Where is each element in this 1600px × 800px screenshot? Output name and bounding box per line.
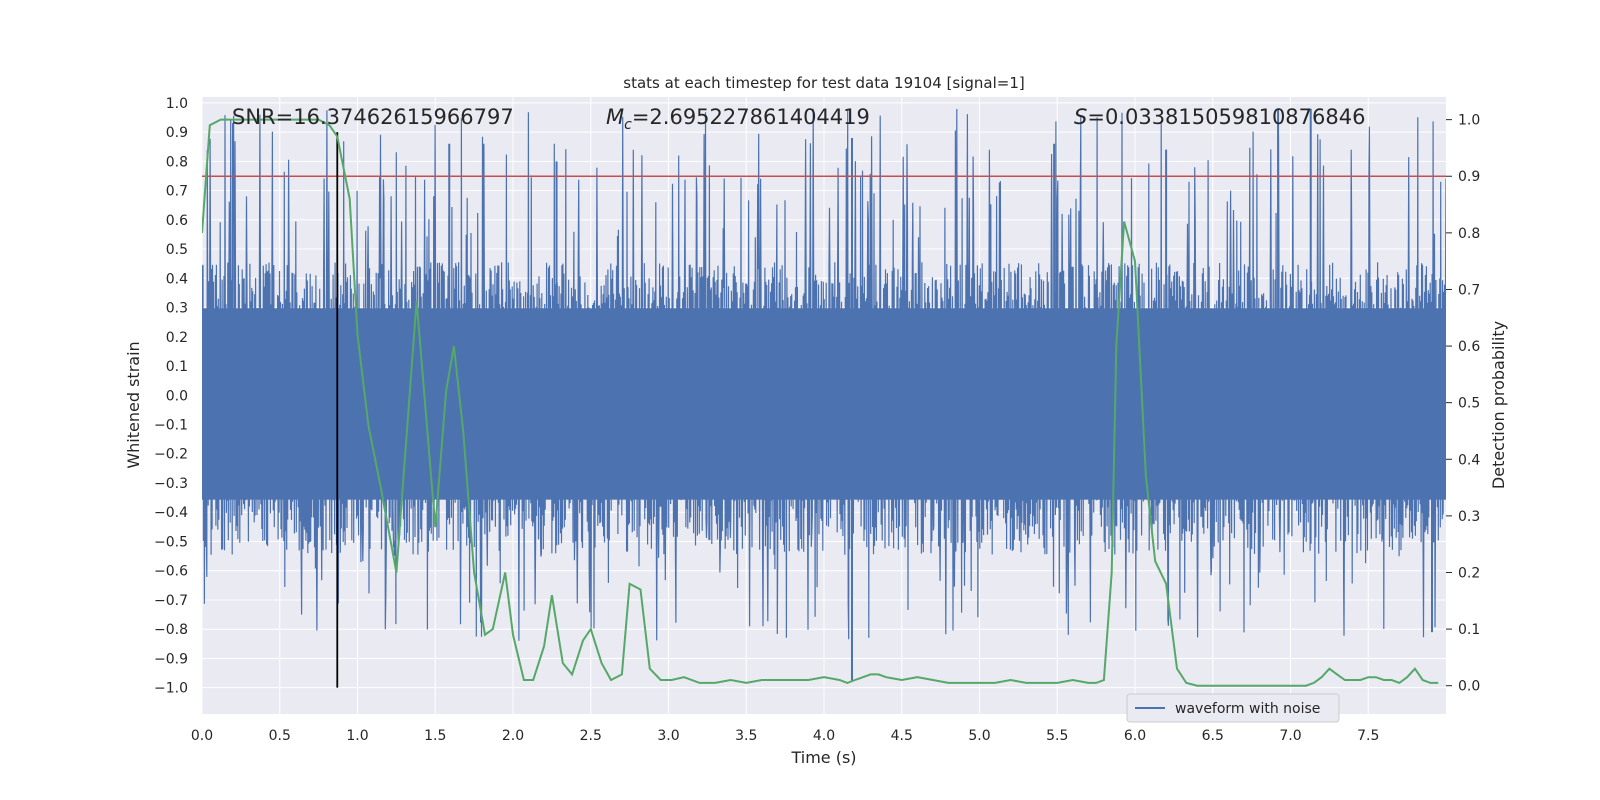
y-left-tick-label: 0.4 bbox=[166, 271, 188, 287]
mc-value: =2.695227861404419 bbox=[632, 105, 870, 129]
waveform-core-band bbox=[202, 308, 1446, 500]
y-left-tick-label: −0.1 bbox=[154, 418, 188, 434]
s-symbol: S bbox=[1074, 105, 1087, 129]
y-left-tick-label: 0.6 bbox=[166, 213, 188, 229]
y-left-tick-label: 0.0 bbox=[166, 388, 188, 404]
y-left-tick-label: −0.7 bbox=[154, 593, 188, 609]
y-right-tick-label: 0.4 bbox=[1458, 452, 1480, 468]
y-right-tick-label: 0.0 bbox=[1458, 679, 1480, 695]
overlay-lines bbox=[202, 132, 1446, 688]
y-left-tick-label: −0.6 bbox=[154, 564, 188, 580]
x-tick-label: 4.0 bbox=[813, 728, 835, 744]
y-left-tick-label: 0.9 bbox=[166, 125, 188, 141]
y-left-tick-label: 1.0 bbox=[166, 96, 188, 112]
left-axis-label: Whitened strain bbox=[124, 341, 143, 468]
x-tick-label: 6.0 bbox=[1124, 728, 1146, 744]
y-left-tick-label: −1.0 bbox=[154, 681, 188, 697]
y-right-tick-label: 0.1 bbox=[1458, 622, 1480, 638]
y-left-tick-label: −0.3 bbox=[154, 476, 188, 492]
x-tick-label: 1.5 bbox=[424, 728, 446, 744]
x-tick-label: 0.0 bbox=[191, 728, 213, 744]
legend: waveform with noise bbox=[1126, 693, 1340, 723]
y-left-tick-label: 0.5 bbox=[166, 242, 188, 258]
left-axis-ticks: 1.0 0.9 0.8 0.7 0.6 0.5 0.4 0.3 0.2 0.1 0.0 −0.1 −0.… bbox=[154, 96, 188, 697]
right-axis-ticks: 1.0 0.9 0.8 0.7 0.6 0.5 0.4 0.3 0.2 0.1 0.0 bbox=[1446, 113, 1480, 695]
x-tick-label: 0.5 bbox=[269, 728, 291, 744]
y-left-tick-label: −0.2 bbox=[154, 447, 188, 463]
y-left-tick-label: −0.9 bbox=[154, 651, 188, 667]
x-axis-ticks: 0.0 0.5 1.0 1.5 2.0 2.5 3.0 3.5 4.0 4.5 5.0 5.5 6.0 6… bbox=[191, 728, 1380, 744]
x-tick-label: 2.5 bbox=[580, 728, 602, 744]
x-tick-label: 1.0 bbox=[346, 728, 368, 744]
mc-subscript: c bbox=[624, 117, 632, 133]
y-right-tick-label: 1.0 bbox=[1458, 113, 1480, 129]
probability-line bbox=[202, 118, 1439, 687]
probability-series bbox=[202, 118, 1439, 687]
y-left-tick-label: 0.3 bbox=[166, 301, 188, 317]
mc-symbol: M bbox=[606, 105, 624, 129]
y-left-tick-label: 0.8 bbox=[166, 154, 188, 170]
y-left-tick-label: 0.2 bbox=[166, 330, 188, 346]
y-right-tick-label: 0.7 bbox=[1458, 282, 1480, 298]
x-tick-label: 3.5 bbox=[735, 728, 757, 744]
y-right-tick-label: 0.5 bbox=[1458, 396, 1480, 412]
chirp-mass-annotation: Mc=2.695227861404419 bbox=[606, 105, 870, 133]
x-tick-label: 5.0 bbox=[968, 728, 990, 744]
y-right-tick-label: 0.3 bbox=[1458, 509, 1480, 525]
x-tick-label: 2.0 bbox=[502, 728, 524, 744]
legend-box bbox=[1126, 693, 1340, 723]
x-tick-label: 7.0 bbox=[1279, 728, 1301, 744]
x-axis-label: Time (s) bbox=[790, 748, 856, 767]
x-tick-label: 5.5 bbox=[1046, 728, 1068, 744]
right-axis-label: Detection probability bbox=[1489, 321, 1508, 489]
y-right-tick-label: 0.2 bbox=[1458, 565, 1480, 581]
x-tick-label: 7.5 bbox=[1357, 728, 1379, 744]
y-left-tick-label: 0.1 bbox=[166, 359, 188, 375]
s-annotation: S=0.033815059810876846 bbox=[1074, 105, 1365, 129]
y-left-tick-label: −0.8 bbox=[154, 622, 188, 638]
x-tick-label: 6.5 bbox=[1202, 728, 1224, 744]
x-tick-label: 3.0 bbox=[657, 728, 679, 744]
y-right-tick-label: 0.6 bbox=[1458, 339, 1480, 355]
y-left-tick-label: −0.5 bbox=[154, 534, 188, 550]
s-value: =0.033815059810876846 bbox=[1087, 105, 1365, 129]
chart-title: stats at each timestep for test data 191… bbox=[623, 74, 1024, 92]
legend-label: waveform with noise bbox=[1175, 701, 1320, 717]
y-right-tick-label: 0.8 bbox=[1458, 226, 1480, 242]
y-left-tick-label: −0.4 bbox=[154, 505, 188, 521]
snr-annotation: SNR=16.37462615966797 bbox=[232, 105, 514, 129]
y-right-tick-label: 0.9 bbox=[1458, 169, 1480, 185]
x-tick-label: 4.5 bbox=[891, 728, 913, 744]
y-left-tick-label: 0.7 bbox=[166, 184, 188, 200]
